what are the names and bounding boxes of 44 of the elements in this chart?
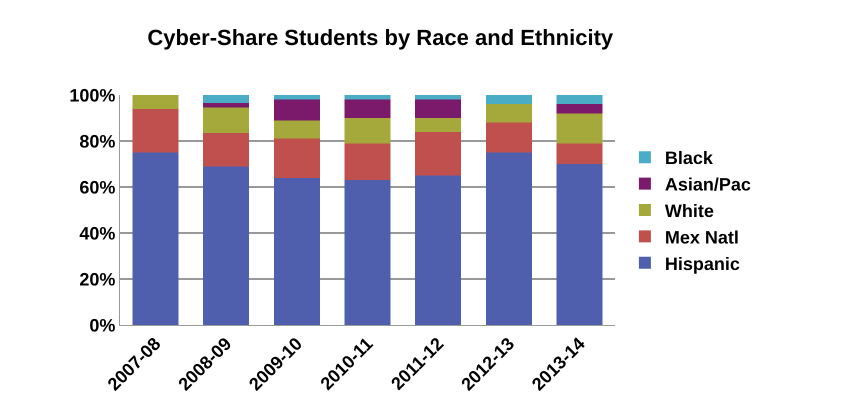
bar [415, 100, 462, 118]
bar [415, 118, 462, 132]
y-tick-label: 0% [89, 315, 116, 336]
legend-label: White [664, 201, 714, 222]
bar [556, 104, 603, 114]
legend-label: Black [664, 148, 714, 168]
bar [556, 95, 603, 104]
chart-title: Cyber-Share Students by Race and Ethnicity [147, 24, 614, 50]
bar [556, 113, 603, 144]
bar [486, 95, 532, 104]
bar [203, 103, 250, 108]
bar [274, 120, 320, 139]
bar [344, 118, 390, 144]
bar [556, 143, 603, 164]
y-tick-label: 20% [79, 269, 116, 290]
bar [415, 176, 462, 325]
bar [486, 152, 532, 325]
bar [344, 100, 390, 118]
y-tick-label: 40% [79, 223, 116, 244]
bar [132, 108, 178, 152]
bar [274, 138, 320, 178]
bar [344, 95, 390, 100]
bar [203, 108, 250, 133]
bar [274, 100, 320, 120]
bar [203, 95, 250, 104]
bar [344, 143, 390, 180]
bar [274, 95, 320, 100]
y-tick-label: 100% [69, 85, 116, 106]
y-tick-label: 80% [79, 131, 116, 152]
bar [132, 95, 178, 109]
bar [486, 104, 532, 123]
legend-label: Asian/Pac [664, 174, 751, 195]
bar [203, 166, 250, 325]
bar [415, 95, 462, 100]
bar [274, 178, 320, 325]
bar [132, 152, 178, 325]
bar [415, 132, 462, 176]
bar [203, 132, 250, 166]
legend-label: Mex Natl [664, 227, 739, 248]
bar [556, 164, 603, 325]
bar [344, 180, 390, 325]
legend-label: Hispanic [664, 254, 740, 274]
y-tick-label: 60% [79, 177, 116, 198]
bar [486, 122, 532, 152]
